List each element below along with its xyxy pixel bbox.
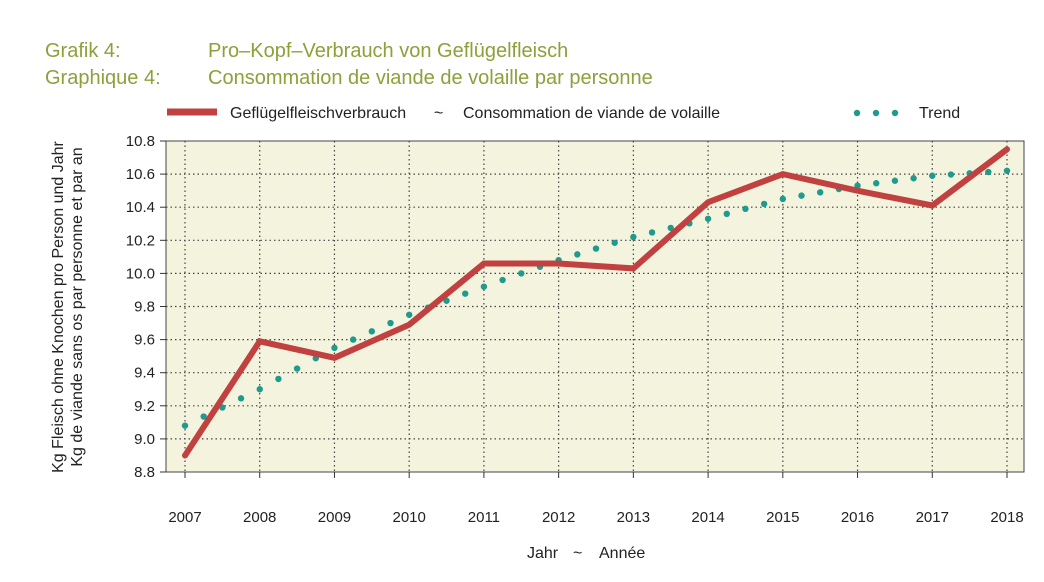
y-tick-label: 10.4 <box>126 199 155 216</box>
trend-point <box>798 192 805 199</box>
y-tick-label: 10.0 <box>126 265 155 282</box>
trend-point <box>779 195 787 203</box>
x-tick-label: 2008 <box>243 509 276 526</box>
trend-point <box>293 365 301 372</box>
legend-trend-swatch <box>853 109 899 117</box>
trend-point <box>891 177 899 184</box>
x-tick-label: 2018 <box>990 509 1023 526</box>
legend-trend-dot <box>872 109 880 117</box>
trend-point <box>648 229 656 236</box>
legend-separator: ~ <box>434 105 443 122</box>
trend-point <box>499 276 506 284</box>
trend-point <box>873 180 880 187</box>
x-tick-label: 2009 <box>318 509 351 526</box>
y-tick-label: 10.2 <box>126 232 155 249</box>
x-tick-label: 2010 <box>392 509 425 526</box>
y-tick-label: 9.2 <box>134 398 155 415</box>
trend-point <box>742 205 749 213</box>
x-tick-label: 2017 <box>916 509 949 526</box>
legend: Geflügelfleischverbrauch ~ Consommation … <box>167 105 960 122</box>
trend-point <box>760 200 768 208</box>
x-tick-label: 2012 <box>542 509 575 526</box>
trend-point <box>574 251 581 258</box>
legend-series-label-german: Geflügelfleischverbrauch <box>230 105 406 122</box>
trend-point <box>518 270 525 277</box>
x-tick-label: 2015 <box>766 509 799 526</box>
trend-point <box>704 215 712 222</box>
series-line-consumption <box>182 146 1010 459</box>
trend-point <box>723 210 730 218</box>
x-tick-label: 2013 <box>617 509 650 526</box>
x-tick-label: 2007 <box>168 509 201 526</box>
trend-point <box>611 239 618 246</box>
x-tick-label: 2016 <box>841 509 874 526</box>
y-tick-label: 9.8 <box>134 299 155 316</box>
legend-series-label-french: Consommation de viande de volaille <box>463 105 720 122</box>
trend-point <box>947 171 955 178</box>
trend-point <box>200 413 207 420</box>
y-tick-label: 8.8 <box>134 464 155 481</box>
y-axis-ticks: 8.8 9.0 9.2 9.4 9.6 9.8 10.0 10.2 10.4 10.6 10.8 <box>126 133 166 481</box>
trend-point <box>331 344 338 352</box>
title-label-french: Graphique 4: <box>45 67 161 89</box>
x-tick-label: 2011 <box>468 509 500 526</box>
trend-point <box>405 311 413 318</box>
trend-point <box>237 395 245 402</box>
legend-trend-dot <box>891 109 899 117</box>
x-axis-ticks: 2007 2008 2009 2010 2011 2012 2013 2014 2015 2016… <box>168 472 1024 526</box>
x-axis-title: Jahr ~ Année <box>527 545 645 562</box>
trend-point <box>368 328 376 335</box>
trend-point <box>816 189 824 196</box>
trend-point <box>929 172 936 179</box>
trend-point <box>630 233 637 241</box>
trend-point <box>181 422 189 429</box>
y-tick-label: 9.4 <box>134 365 155 382</box>
trend-point <box>1003 167 1011 174</box>
legend-trend-label: Trend <box>919 105 960 122</box>
trend-point <box>592 245 600 252</box>
title-text-french: Consommation de viande de volaille par p… <box>208 67 653 89</box>
trend-series <box>181 167 1011 429</box>
trend-point <box>462 290 469 297</box>
y-tick-label: 9.0 <box>134 431 155 448</box>
y-axis-title-french: Kg de viande sans os par personne et par… <box>69 147 86 466</box>
title-label-german: Grafik 4: <box>45 40 121 62</box>
trend-point <box>667 224 674 232</box>
y-tick-label: 10.8 <box>126 133 155 150</box>
trend-point <box>910 175 917 182</box>
x-tick-label: 2014 <box>691 509 724 526</box>
trend-point <box>275 375 282 383</box>
x-axis-title-separator: ~ <box>573 545 582 562</box>
title-text-german: Pro–Kopf–Verbrauch von Geflügelfleisch <box>208 40 569 62</box>
y-tick-label: 9.6 <box>134 332 155 349</box>
trend-point <box>985 168 992 176</box>
y-axis-title-german: Kg Fleisch ohne Knochen pro Person und J… <box>50 140 67 472</box>
legend-trend-dot <box>853 109 861 117</box>
x-axis-title-french: Année <box>599 545 645 562</box>
trend-point <box>349 336 357 343</box>
trend-point <box>387 319 394 327</box>
x-axis-title-german: Jahr <box>527 545 559 562</box>
trend-point <box>480 283 488 290</box>
grid-lines <box>166 141 1024 472</box>
trend-point <box>256 386 263 393</box>
y-tick-label: 10.6 <box>126 166 155 183</box>
